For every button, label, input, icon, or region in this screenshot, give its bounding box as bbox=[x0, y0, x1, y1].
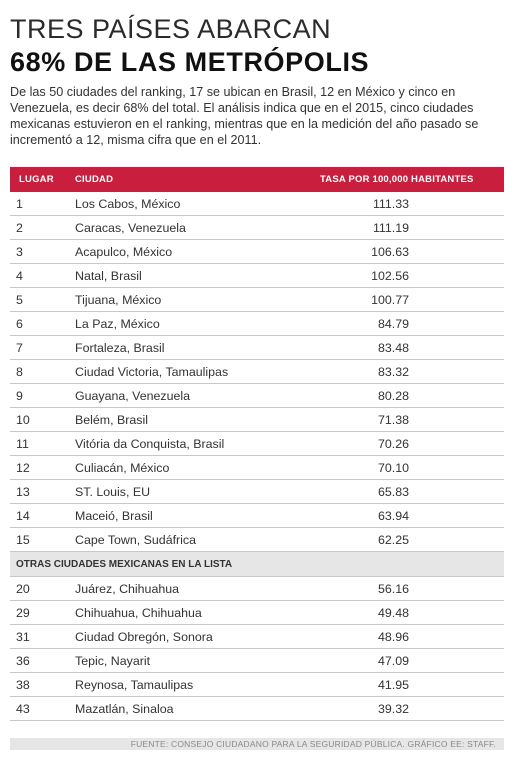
rate-cell: 83.48 bbox=[377, 341, 409, 355]
rate-cell: 102.56 bbox=[371, 269, 409, 283]
rank-cell: 4 bbox=[16, 269, 23, 283]
table-row: 7 Fortaleza, Brasil 83.48 bbox=[10, 336, 504, 360]
intro-paragraph: De las 50 ciudades del ranking, 17 se ub… bbox=[10, 85, 479, 147]
city-cell: Chihuahua, Chihuahua bbox=[75, 606, 202, 620]
rate-cell: 70.10 bbox=[377, 461, 409, 475]
city-cell: Ciudad Victoria, Tamaulipas bbox=[75, 365, 229, 379]
section-header: OTRAS CIUDADES MEXICANAS EN LA LISTA bbox=[10, 552, 504, 577]
rate-cell: 41.95 bbox=[377, 678, 409, 692]
rate-cell: 49.48 bbox=[377, 606, 409, 620]
rank-cell: 29 bbox=[16, 606, 30, 620]
table-row: 6 La Paz, México 84.79 bbox=[10, 312, 504, 336]
city-cell: Belém, Brasil bbox=[75, 413, 148, 427]
table-row: 43 Mazatlán, Sinaloa 39.32 bbox=[10, 697, 504, 721]
table-row: 15 Cape Town, Sudáfrica 62.25 bbox=[10, 528, 504, 552]
rate-cell: 62.25 bbox=[377, 533, 409, 547]
rank-cell: 9 bbox=[16, 389, 23, 403]
rank-cell: 3 bbox=[16, 245, 23, 259]
city-cell: Culiacán, México bbox=[75, 461, 170, 475]
rank-cell: 12 bbox=[16, 461, 30, 475]
table-row: 4 Natal, Brasil 102.56 bbox=[10, 264, 504, 288]
rank-cell: 1 bbox=[16, 197, 23, 211]
section-label: OTRAS CIUDADES MEXICANAS EN LA LISTA bbox=[16, 559, 233, 570]
page-title: TRES PAÍSES ABARCAN bbox=[10, 14, 332, 44]
rank-cell: 5 bbox=[16, 293, 23, 307]
rate-cell: 70.26 bbox=[377, 437, 409, 451]
table-row: 8 Ciudad Victoria, Tamaulipas 83.32 bbox=[10, 360, 504, 384]
city-cell: Maceió, Brasil bbox=[75, 509, 153, 523]
city-cell: Natal, Brasil bbox=[75, 269, 142, 283]
city-cell: Juárez, Chihuahua bbox=[75, 582, 180, 596]
city-cell: Tijuana, México bbox=[75, 293, 162, 307]
table-row: 5 Tijuana, México 100.77 bbox=[10, 288, 504, 312]
table-row: 10 Belém, Brasil 71.38 bbox=[10, 408, 504, 432]
city-cell: ST. Louis, EU bbox=[75, 485, 151, 499]
source-text: FUENTE: CONSEJO CIUDADANO PARA LA SEGURI… bbox=[130, 739, 496, 749]
rank-cell: 10 bbox=[16, 413, 30, 427]
rank-cell: 43 bbox=[16, 702, 30, 716]
rank-cell: 15 bbox=[16, 533, 30, 547]
city-cell: Acapulco, México bbox=[75, 245, 173, 259]
rate-cell: 48.96 bbox=[377, 630, 409, 644]
table-row: 2 Caracas, Venezuela 111.19 bbox=[10, 216, 504, 240]
city-cell: Vitória da Conquista, Brasil bbox=[75, 437, 225, 451]
table-row: 13 ST. Louis, EU 65.83 bbox=[10, 480, 504, 504]
city-cell: Los Cabos, México bbox=[75, 197, 181, 211]
ranking-table: LUGAR CIUDAD TASA POR 100,000 HABITANTES… bbox=[10, 167, 504, 721]
rate-cell: 111.33 bbox=[372, 197, 409, 211]
column-header-rate: TASA POR 100,000 HABITANTES bbox=[320, 174, 474, 185]
city-cell: Mazatlán, Sinaloa bbox=[75, 702, 174, 716]
table-row: 14 Maceió, Brasil 63.94 bbox=[10, 504, 504, 528]
rank-cell: 38 bbox=[16, 678, 30, 692]
rate-cell: 47.09 bbox=[377, 654, 409, 668]
page-subtitle: 68% DE LAS METRÓPOLIS bbox=[10, 47, 370, 77]
city-cell: Caracas, Venezuela bbox=[75, 221, 186, 235]
source-footer: FUENTE: CONSEJO CIUDADANO PARA LA SEGURI… bbox=[10, 738, 504, 750]
rate-cell: 83.32 bbox=[377, 365, 409, 379]
column-header-rank: LUGAR bbox=[19, 174, 54, 185]
table-row: 20 Juárez, Chihuahua 56.16 bbox=[10, 577, 504, 601]
table-row: 36 Tepic, Nayarit 47.09 bbox=[10, 649, 504, 673]
table-body-other: 20 Juárez, Chihuahua 56.16 29 Chihuahua, Chi… bbox=[10, 577, 504, 721]
column-header-city: CIUDAD bbox=[75, 174, 114, 185]
table-row: 1 Los Cabos, México 111.33 bbox=[10, 192, 504, 216]
table-row: 29 Chihuahua, Chihuahua 49.48 bbox=[10, 601, 504, 625]
rate-cell: 84.79 bbox=[377, 317, 409, 331]
table-body: 1 Los Cabos, México 111.33 2 Caracas, Venezu… bbox=[10, 192, 504, 552]
rank-cell: 2 bbox=[16, 221, 23, 235]
rate-cell: 111.19 bbox=[372, 221, 409, 235]
city-cell: Tepic, Nayarit bbox=[75, 654, 151, 668]
rate-cell: 65.83 bbox=[377, 485, 409, 499]
table-row: 11 Vitória da Conquista, Brasil 70.26 bbox=[10, 432, 504, 456]
city-cell: La Paz, México bbox=[75, 317, 160, 331]
rank-cell: 8 bbox=[16, 365, 23, 379]
rate-cell: 39.32 bbox=[377, 702, 409, 716]
table-row: 38 Reynosa, Tamaulipas 41.95 bbox=[10, 673, 504, 697]
city-cell: Cape Town, Sudáfrica bbox=[75, 533, 196, 547]
rate-cell: 63.94 bbox=[377, 509, 409, 523]
table-row: 12 Culiacán, México 70.10 bbox=[10, 456, 504, 480]
rate-cell: 106.63 bbox=[371, 245, 409, 259]
rate-cell: 56.16 bbox=[377, 582, 409, 596]
city-cell: Ciudad Obregón, Sonora bbox=[75, 630, 213, 644]
city-cell: Guayana, Venezuela bbox=[75, 389, 191, 403]
table-header: LUGAR CIUDAD TASA POR 100,000 HABITANTES bbox=[10, 167, 504, 192]
city-cell: Fortaleza, Brasil bbox=[75, 341, 165, 355]
rate-cell: 100.77 bbox=[371, 293, 409, 307]
city-cell: Reynosa, Tamaulipas bbox=[75, 678, 194, 692]
rate-cell: 71.38 bbox=[377, 413, 409, 427]
rate-cell: 80.28 bbox=[377, 389, 409, 403]
rank-cell: 36 bbox=[16, 654, 30, 668]
table-row: 3 Acapulco, México 106.63 bbox=[10, 240, 504, 264]
rank-cell: 31 bbox=[16, 630, 30, 644]
rank-cell: 13 bbox=[16, 485, 30, 499]
rank-cell: 7 bbox=[16, 341, 23, 355]
rank-cell: 14 bbox=[16, 509, 30, 523]
rank-cell: 20 bbox=[16, 582, 30, 596]
table-row: 9 Guayana, Venezuela 80.28 bbox=[10, 384, 504, 408]
rank-cell: 11 bbox=[16, 437, 29, 451]
rank-cell: 6 bbox=[16, 317, 23, 331]
table-row: 31 Ciudad Obregón, Sonora 48.96 bbox=[10, 625, 504, 649]
